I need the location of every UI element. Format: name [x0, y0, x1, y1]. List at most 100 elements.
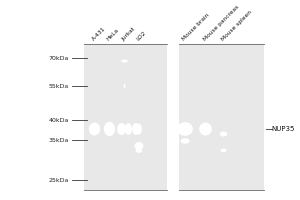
Ellipse shape: [136, 124, 142, 134]
Ellipse shape: [183, 140, 187, 142]
Ellipse shape: [221, 149, 226, 152]
Ellipse shape: [184, 140, 186, 142]
Ellipse shape: [93, 127, 96, 131]
Ellipse shape: [136, 148, 142, 153]
Ellipse shape: [124, 84, 125, 88]
Ellipse shape: [221, 132, 226, 136]
Ellipse shape: [124, 84, 125, 88]
Ellipse shape: [199, 122, 212, 136]
Ellipse shape: [124, 84, 125, 88]
Text: 40kDa: 40kDa: [49, 117, 69, 122]
Ellipse shape: [201, 124, 210, 134]
Ellipse shape: [137, 149, 141, 152]
Ellipse shape: [127, 127, 130, 131]
Ellipse shape: [91, 125, 98, 133]
Text: LO2: LO2: [135, 30, 147, 42]
Ellipse shape: [137, 125, 141, 133]
Ellipse shape: [134, 127, 137, 131]
Ellipse shape: [222, 133, 225, 135]
Ellipse shape: [124, 85, 125, 87]
Ellipse shape: [200, 123, 211, 135]
Ellipse shape: [107, 126, 112, 132]
Ellipse shape: [183, 127, 187, 131]
Ellipse shape: [118, 124, 125, 134]
Ellipse shape: [127, 126, 130, 132]
Ellipse shape: [220, 132, 227, 136]
Ellipse shape: [137, 126, 141, 132]
Ellipse shape: [184, 128, 186, 130]
Ellipse shape: [105, 124, 114, 134]
Ellipse shape: [180, 125, 190, 133]
Ellipse shape: [119, 125, 124, 133]
Ellipse shape: [223, 150, 224, 151]
Ellipse shape: [128, 128, 129, 130]
Ellipse shape: [107, 125, 112, 133]
Ellipse shape: [120, 128, 123, 130]
Ellipse shape: [108, 127, 111, 131]
Ellipse shape: [137, 144, 141, 148]
Ellipse shape: [202, 126, 209, 132]
Ellipse shape: [137, 149, 141, 152]
Ellipse shape: [205, 128, 206, 130]
Ellipse shape: [135, 128, 137, 130]
Ellipse shape: [89, 123, 100, 135]
Ellipse shape: [222, 149, 225, 152]
Ellipse shape: [122, 60, 127, 62]
Ellipse shape: [136, 143, 142, 149]
Ellipse shape: [109, 128, 110, 130]
Ellipse shape: [135, 128, 136, 130]
Ellipse shape: [137, 144, 141, 148]
Ellipse shape: [124, 85, 125, 87]
Ellipse shape: [123, 60, 126, 62]
Ellipse shape: [126, 125, 131, 133]
Ellipse shape: [121, 60, 128, 62]
Ellipse shape: [104, 123, 115, 135]
Ellipse shape: [89, 122, 100, 136]
Ellipse shape: [183, 140, 187, 142]
Ellipse shape: [181, 139, 189, 143]
Ellipse shape: [138, 127, 140, 131]
Text: Mouse pancreas: Mouse pancreas: [202, 4, 240, 42]
Ellipse shape: [133, 124, 139, 134]
Ellipse shape: [121, 128, 122, 130]
Ellipse shape: [117, 123, 126, 135]
Ellipse shape: [134, 126, 138, 132]
Text: Mouse spleen: Mouse spleen: [220, 10, 252, 42]
Ellipse shape: [134, 125, 138, 133]
Ellipse shape: [128, 128, 129, 130]
Ellipse shape: [220, 132, 227, 136]
Text: NUP35: NUP35: [272, 126, 295, 132]
Ellipse shape: [177, 122, 193, 136]
Ellipse shape: [221, 132, 226, 136]
Ellipse shape: [122, 60, 128, 62]
Ellipse shape: [119, 126, 124, 132]
Ellipse shape: [120, 127, 123, 131]
Text: 25kDa: 25kDa: [49, 178, 69, 182]
Ellipse shape: [125, 123, 132, 135]
Ellipse shape: [223, 133, 224, 135]
Ellipse shape: [136, 149, 141, 152]
Ellipse shape: [124, 84, 125, 88]
Ellipse shape: [134, 142, 143, 150]
Ellipse shape: [136, 144, 142, 148]
Ellipse shape: [138, 128, 140, 130]
Bar: [84, 44, 264, 190]
Text: 35kDa: 35kDa: [49, 138, 69, 142]
Ellipse shape: [92, 127, 97, 131]
Ellipse shape: [135, 142, 143, 150]
Ellipse shape: [125, 124, 132, 134]
Ellipse shape: [94, 128, 95, 130]
Ellipse shape: [204, 127, 207, 131]
Ellipse shape: [132, 123, 140, 135]
Text: Jurkat: Jurkat: [121, 26, 136, 42]
Ellipse shape: [138, 150, 140, 151]
Ellipse shape: [181, 126, 189, 132]
Ellipse shape: [137, 126, 140, 132]
Bar: [167, 44, 178, 190]
Ellipse shape: [133, 124, 139, 134]
Ellipse shape: [123, 60, 126, 62]
Text: HeLa: HeLa: [106, 28, 120, 42]
Text: 70kDa: 70kDa: [49, 55, 69, 60]
Ellipse shape: [223, 150, 224, 151]
Ellipse shape: [203, 127, 208, 131]
